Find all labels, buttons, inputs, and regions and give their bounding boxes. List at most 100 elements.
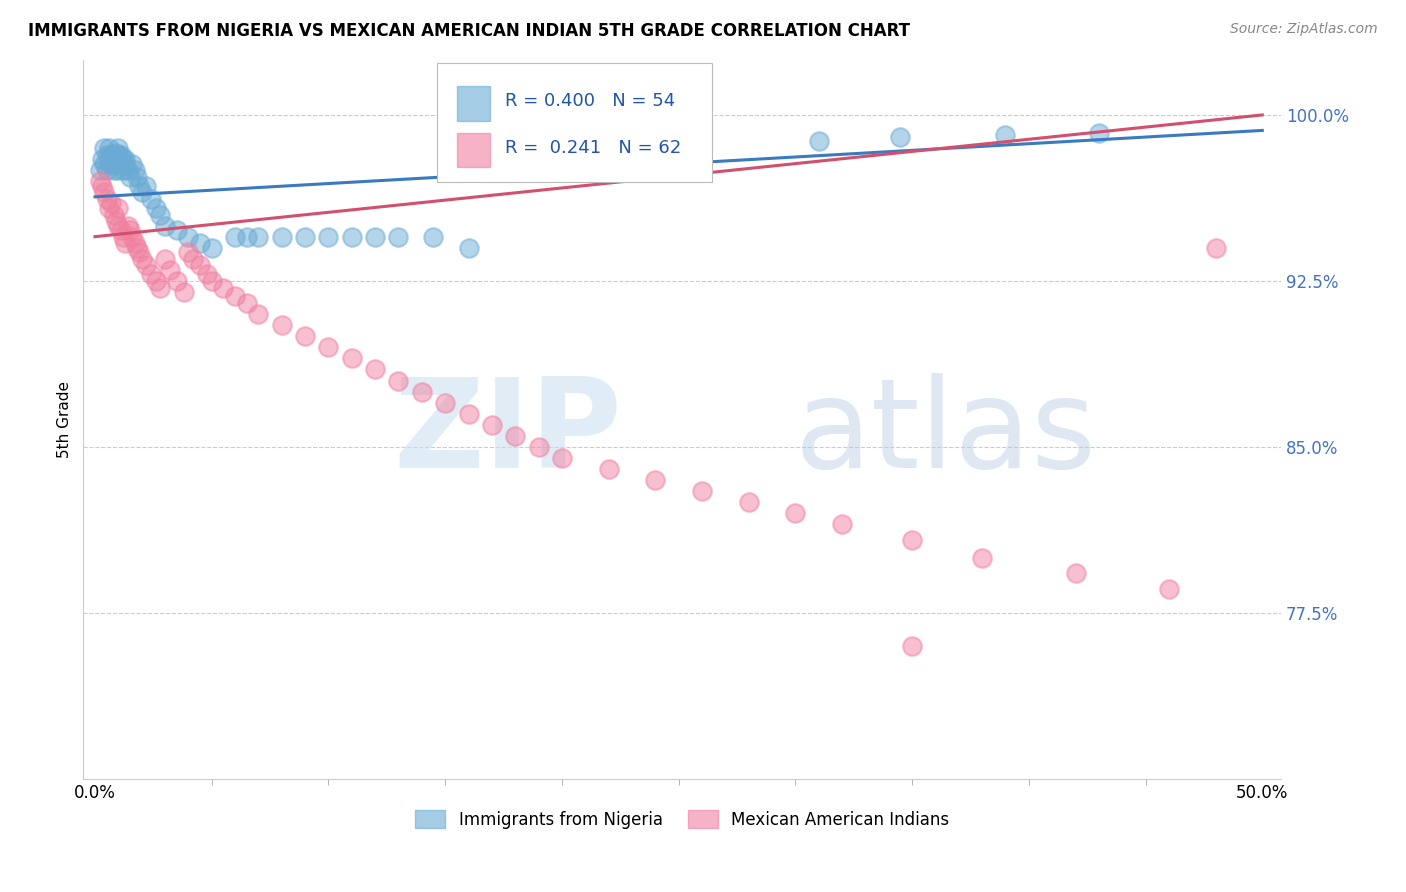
Point [121,229,143,244]
Point [340,351,363,366]
Legend: Immigrants from Nigeria, Mexican American Indians: Immigrants from Nigeria, Mexican America… [409,804,956,835]
Point [159,263,181,277]
Point [111,152,134,166]
Point [96,192,118,206]
Point [114,152,136,166]
Point [107,148,129,162]
Point [1064,566,1087,580]
Point [235,229,257,244]
Point [481,417,503,432]
Point [270,229,292,244]
Point [110,223,132,237]
Point [89,163,111,178]
Point [503,429,526,443]
Point [1157,582,1180,596]
Point [153,219,176,233]
Point [118,223,141,237]
Point [364,229,387,244]
Point [103,163,125,178]
Point [111,163,134,178]
FancyBboxPatch shape [457,133,491,168]
Point [118,169,141,184]
Point [527,440,550,454]
Point [149,208,172,222]
Point [1205,241,1227,255]
Point [188,236,211,251]
Point [177,229,200,244]
Point [100,196,122,211]
Point [125,169,148,184]
Point [195,267,218,281]
Point [107,219,129,233]
Point [831,517,853,532]
Point [128,178,150,193]
Y-axis label: 5th Grade: 5th Grade [58,381,72,458]
Point [110,156,132,170]
Text: R =  0.241   N = 62: R = 0.241 N = 62 [505,139,681,157]
Point [551,450,574,465]
Point [93,186,115,200]
Point [181,252,204,266]
Point [125,241,148,255]
Point [145,201,167,215]
Point [889,130,911,145]
Text: ZIP: ZIP [394,373,623,494]
Point [224,229,246,244]
Point [145,274,167,288]
Point [201,241,224,255]
Point [387,229,409,244]
Point [110,148,132,162]
Point [340,229,363,244]
Point [107,141,129,155]
Text: Source: ZipAtlas.com: Source: ZipAtlas.com [1230,22,1378,37]
Point [121,156,143,170]
Point [98,152,121,166]
Point [598,462,620,476]
Point [124,236,146,251]
Point [139,267,162,281]
Point [98,141,121,155]
Point [201,274,224,288]
Point [457,241,479,255]
Point [149,280,172,294]
FancyBboxPatch shape [457,87,491,120]
Point [98,201,121,215]
Point [104,156,127,170]
Point [173,285,195,299]
Point [690,484,713,499]
Point [224,289,246,303]
Point [994,128,1017,142]
Point [807,135,830,149]
Point [100,148,122,162]
Point [131,186,153,200]
Point [270,318,292,333]
Point [153,252,176,266]
Point [107,163,129,178]
Point [91,152,114,166]
Point [104,214,127,228]
Point [104,145,127,160]
Point [91,178,114,193]
Point [96,148,118,162]
Text: IMMIGRANTS FROM NIGERIA VS MEXICAN AMERICAN INDIAN 5TH GRADE CORRELATION CHART: IMMIGRANTS FROM NIGERIA VS MEXICAN AMERI… [28,22,910,40]
Point [901,639,924,653]
Point [128,245,150,260]
Point [166,223,188,237]
Point [93,141,115,155]
Point [364,362,387,376]
Point [318,340,340,354]
Point [411,384,433,399]
Point [166,274,188,288]
Point [96,163,118,178]
FancyBboxPatch shape [437,63,711,182]
Point [1088,126,1111,140]
Point [103,208,125,222]
Point [135,259,157,273]
Point [107,201,129,215]
Point [103,152,125,166]
Point [139,192,162,206]
Text: atlas: atlas [794,373,1097,494]
Point [89,174,111,188]
Point [117,219,139,233]
Point [294,229,316,244]
